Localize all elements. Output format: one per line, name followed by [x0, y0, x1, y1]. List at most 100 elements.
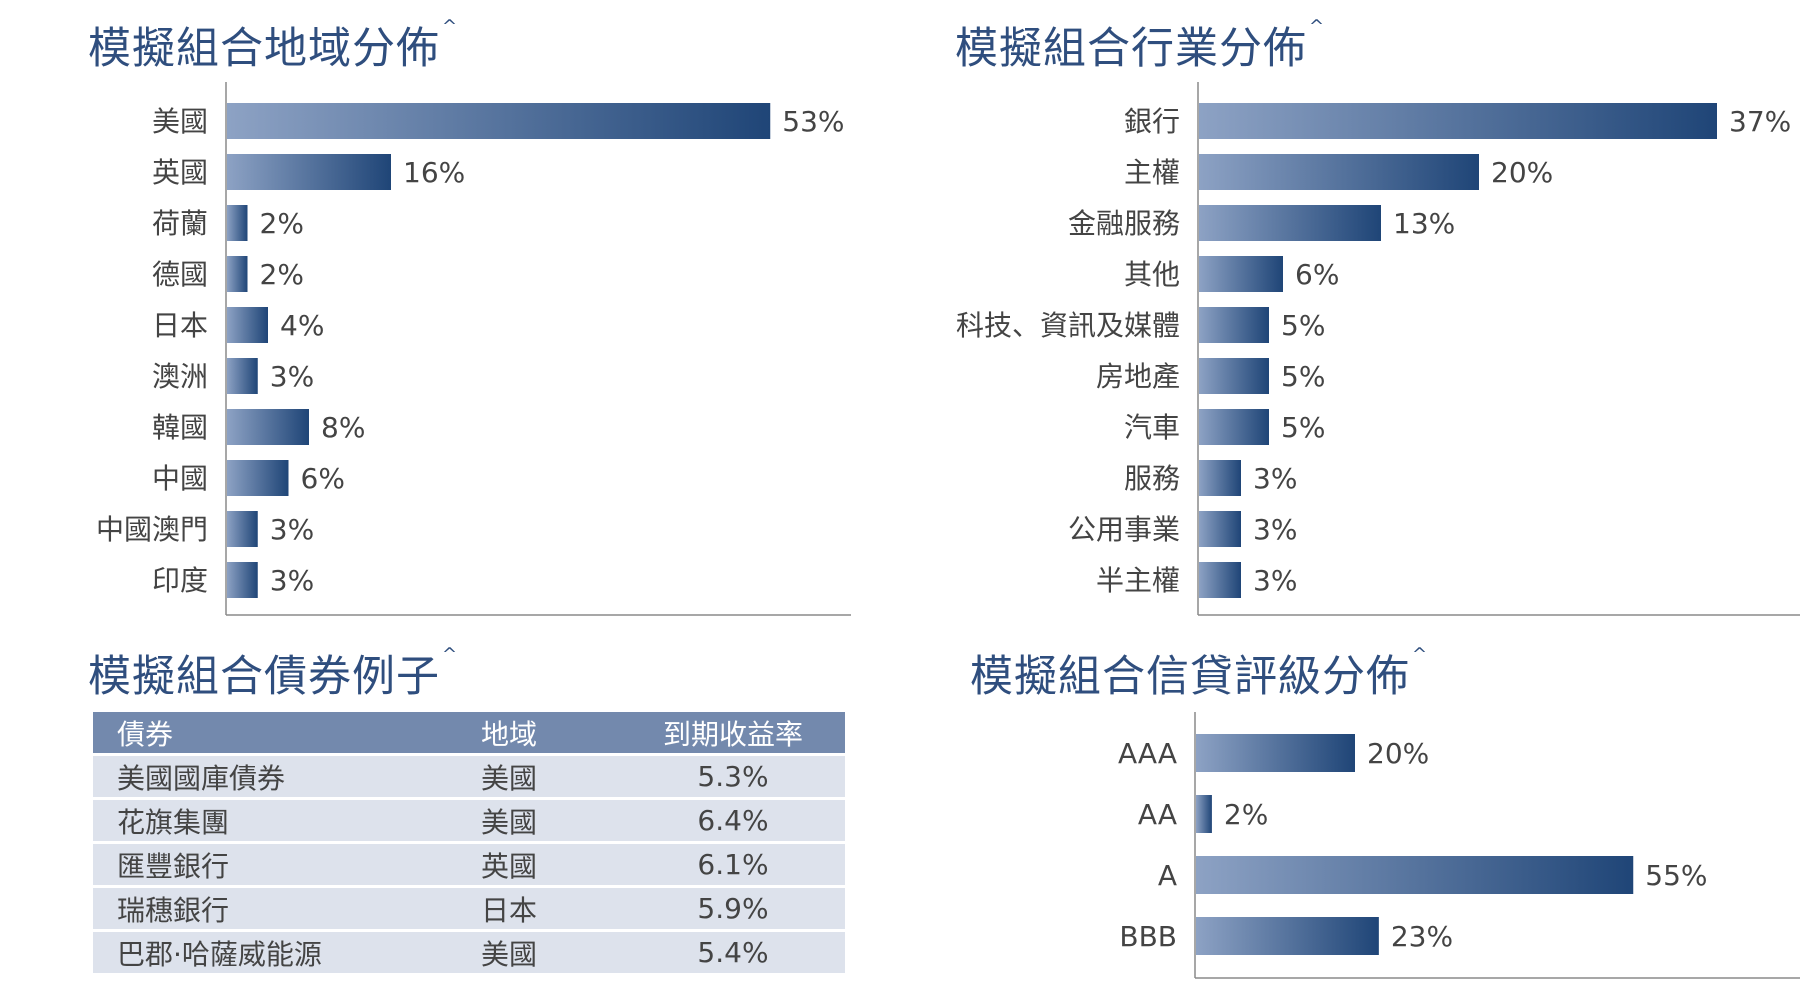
table-row: 瑞穗銀行 日本 5.9%	[93, 888, 845, 932]
category-label: 科技、資訊及媒體	[956, 309, 1180, 342]
value-label: 4%	[280, 309, 324, 342]
bond-name: 瑞穗銀行	[93, 888, 457, 932]
bond-region: 美國	[457, 932, 621, 976]
header-yield: 到期收益率	[621, 712, 845, 756]
table-row: 巴郡·哈薩威能源 美國 5.4%	[93, 932, 845, 976]
header-region: 地域	[457, 712, 621, 756]
value-label: 55%	[1645, 859, 1707, 892]
category-label: 韓國	[152, 411, 208, 444]
category-label: AAA	[1118, 737, 1177, 770]
bar	[1199, 307, 1269, 343]
bar	[227, 358, 258, 394]
value-label: 2%	[1224, 798, 1268, 831]
category-label: BBB	[1119, 920, 1177, 953]
bond-yield: 6.1%	[621, 844, 845, 888]
bond-region: 美國	[457, 800, 621, 844]
value-label: 6%	[301, 462, 345, 495]
bond-name: 匯豐銀行	[93, 844, 457, 888]
sector-chart-title: 模擬組合行業分佈 ^	[955, 16, 1326, 74]
category-label: 服務	[1124, 462, 1180, 495]
bar	[1199, 154, 1479, 190]
bond-name: 美國國庫債券	[93, 756, 457, 800]
bar	[1199, 562, 1241, 598]
category-label: 房地產	[1096, 360, 1180, 393]
category-label: 半主權	[1096, 564, 1180, 597]
category-label: 公用事業	[1068, 513, 1180, 546]
bond-yield: 6.4%	[621, 800, 845, 844]
bar	[227, 307, 268, 343]
value-label: 2%	[260, 258, 304, 291]
region-chart-title: 模擬組合地域分佈 ^	[88, 16, 459, 74]
bond-yield: 5.4%	[621, 932, 845, 976]
bond-examples-table: 債券 地域 到期收益率 美國國庫債券 美國 5.3% 花旗集團 美國 6.4% …	[93, 712, 845, 976]
bar	[227, 562, 258, 598]
value-label: 20%	[1367, 737, 1429, 770]
value-label: 5%	[1281, 309, 1325, 342]
category-label: 銀行	[1124, 105, 1180, 138]
bond-region: 日本	[457, 888, 621, 932]
rating-chart-title: 模擬組合信貸評級分佈 ^	[970, 644, 1429, 702]
bar	[1196, 734, 1355, 772]
bar	[1196, 856, 1634, 894]
value-label: 6%	[1295, 258, 1339, 291]
value-label: 5%	[1281, 360, 1325, 393]
bar	[1199, 358, 1269, 394]
value-label: 8%	[321, 411, 365, 444]
bar	[1199, 460, 1241, 496]
category-label: 主權	[1124, 156, 1180, 189]
table-row: 美國國庫債券 美國 5.3%	[93, 756, 845, 800]
table-row: 花旗集團 美國 6.4%	[93, 800, 845, 844]
bond-yield: 5.3%	[621, 756, 845, 800]
value-label: 3%	[1253, 462, 1297, 495]
table-header-row: 債券 地域 到期收益率	[93, 712, 845, 756]
category-label: 日本	[152, 309, 208, 342]
category-label: 英國	[152, 156, 208, 189]
value-label: 2%	[260, 207, 304, 240]
bar	[1199, 103, 1717, 139]
bond-name: 巴郡·哈薩威能源	[93, 932, 457, 976]
category-label: 美國	[152, 105, 208, 138]
bar	[1199, 256, 1283, 292]
bar	[227, 256, 248, 292]
bond-yield: 5.9%	[621, 888, 845, 932]
value-label: 3%	[270, 360, 314, 393]
category-label: 德國	[152, 258, 208, 291]
bar	[227, 205, 248, 241]
category-label: 印度	[152, 564, 208, 597]
value-label: 3%	[1253, 513, 1297, 546]
bar	[227, 511, 258, 547]
value-label: 13%	[1393, 207, 1455, 240]
bar	[227, 409, 309, 445]
category-label: 金融服務	[1068, 207, 1180, 240]
value-label: 3%	[1253, 564, 1297, 597]
value-label: 5%	[1281, 411, 1325, 444]
bar	[227, 154, 391, 190]
bar	[1196, 795, 1212, 833]
value-label: 16%	[403, 156, 465, 189]
category-label: 中國澳門	[96, 513, 208, 546]
table-row: 匯豐銀行 英國 6.1%	[93, 844, 845, 888]
value-label: 3%	[270, 564, 314, 597]
bar	[1199, 511, 1241, 547]
bar	[227, 103, 771, 139]
bar	[1199, 205, 1381, 241]
bond-region: 英國	[457, 844, 621, 888]
value-label: 37%	[1729, 105, 1791, 138]
category-label: 荷蘭	[152, 207, 208, 240]
bond-name: 花旗集團	[93, 800, 457, 844]
category-label: AA	[1138, 798, 1177, 831]
header-bond: 債券	[93, 712, 457, 756]
bar	[1196, 917, 1379, 955]
category-label: 其他	[1124, 258, 1180, 291]
value-label: 53%	[782, 105, 844, 138]
bar	[227, 460, 289, 496]
category-label: 澳洲	[152, 360, 208, 393]
value-label: 20%	[1491, 156, 1553, 189]
category-label: A	[1158, 859, 1177, 892]
value-label: 23%	[1391, 920, 1453, 953]
value-label: 3%	[270, 513, 314, 546]
category-label: 汽車	[1124, 411, 1180, 444]
